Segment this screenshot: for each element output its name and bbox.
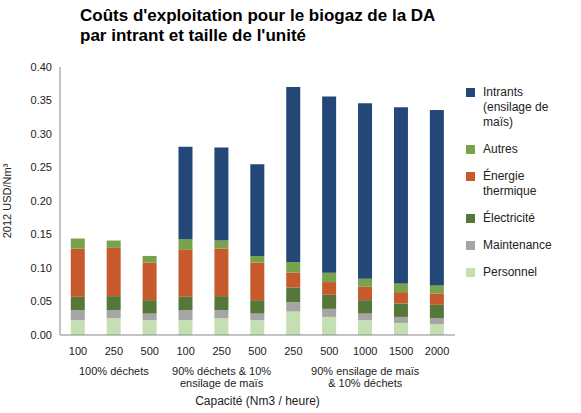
html-text:Personnel: Personnel [483, 265, 537, 279]
html-text:Autres: Autres [483, 142, 518, 156]
svg-text:90% ensilage de maïs: 90% ensilage de maïs [311, 365, 420, 377]
svg-text:90% déchets & 10%: 90% déchets & 10% [172, 365, 271, 377]
svg-text:100% déchets: 100% déchets [79, 365, 149, 377]
html-text:Intrants (ensilage de maïs): Intrants (ensilage de maïs) [483, 85, 549, 129]
html-text:Énergie thermique: Énergie thermique [483, 169, 537, 198]
svg-text:2000: 2000 [425, 345, 449, 357]
svg-text:0.40: 0.40 [31, 61, 52, 73]
svg-text:0.10: 0.10 [31, 262, 52, 274]
svg-text:0.05: 0.05 [31, 295, 52, 307]
svg-text:500: 500 [141, 345, 159, 357]
svg-text:0.20: 0.20 [31, 195, 52, 207]
svg-text:250: 250 [284, 345, 302, 357]
svg-text:0.25: 0.25 [31, 161, 52, 173]
svg-text:Capacité (Nm3 / heure): Capacité (Nm3 / heure) [195, 394, 320, 408]
html-text:Maintenance: Maintenance [483, 238, 552, 252]
svg-text:0.15: 0.15 [31, 228, 52, 240]
html-text:Coûts d'exploitation pour le b: Coûts d'exploitation pour le biogaz de l… [80, 6, 436, 45]
svg-text:100: 100 [177, 345, 195, 357]
svg-text:0.00: 0.00 [31, 329, 52, 341]
svg-text:1500: 1500 [389, 345, 413, 357]
svg-text:250: 250 [105, 345, 123, 357]
svg-text:2012 USD/Nm³: 2012 USD/Nm³ [8, 163, 13, 238]
svg-text:100: 100 [69, 345, 87, 357]
svg-text:0.35: 0.35 [31, 94, 52, 106]
html-text:Électricité: Électricité [483, 211, 535, 225]
svg-text:500: 500 [248, 345, 266, 357]
svg-text:500: 500 [320, 345, 338, 357]
svg-text:0.30: 0.30 [31, 128, 52, 140]
svg-text:250: 250 [212, 345, 230, 357]
svg-text:ensilage de maïs: ensilage de maïs [180, 377, 264, 389]
svg-text:& 10% déchets: & 10% déchets [328, 377, 402, 389]
svg-text:1000: 1000 [353, 345, 377, 357]
